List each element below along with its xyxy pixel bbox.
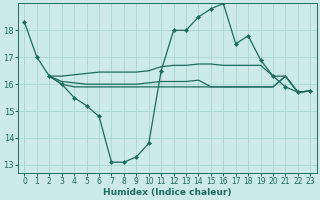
- X-axis label: Humidex (Indice chaleur): Humidex (Indice chaleur): [103, 188, 232, 197]
